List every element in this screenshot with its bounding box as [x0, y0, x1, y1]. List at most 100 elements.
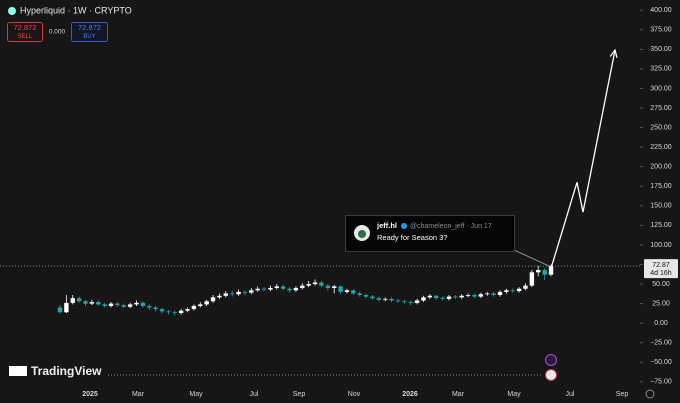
candle-body	[402, 301, 407, 303]
y-tick-label: 200.00	[650, 164, 672, 171]
y-tick-label: 250.00	[650, 124, 672, 131]
x-tick-label: Jul	[250, 391, 259, 398]
candle-body	[516, 288, 522, 292]
candle-body	[280, 286, 286, 289]
candle-body	[178, 310, 184, 314]
y-tick-label: 300.00	[650, 85, 672, 92]
y-tick-label: 100.00	[650, 242, 672, 249]
candle-body	[83, 301, 88, 304]
candle-body	[440, 298, 445, 299]
candle-body	[542, 269, 547, 275]
candle-body	[293, 287, 299, 291]
watermark: TradingView	[31, 364, 102, 378]
candle-body	[523, 285, 528, 289]
y-tick-label: 0.00	[654, 320, 668, 327]
candle-body	[249, 290, 254, 293]
candle-body	[478, 294, 484, 297]
candle-body	[140, 302, 146, 306]
candle-body	[427, 295, 433, 298]
candle-body	[510, 290, 515, 292]
y-tick-label: 350.00	[650, 46, 672, 53]
candle-body	[389, 298, 394, 301]
candle-body	[319, 282, 324, 286]
candle-body	[465, 295, 471, 296]
symbol-title: Hyperliquid · 1W · CRYPTO	[20, 5, 132, 15]
candle-body	[300, 285, 305, 288]
verified-badge	[401, 223, 407, 229]
candle-body	[395, 300, 401, 302]
candle-body	[485, 293, 490, 295]
candle-body	[408, 302, 413, 303]
y-tick-label: 375.00	[650, 27, 672, 34]
candle-body	[357, 293, 362, 296]
last-price-tag	[644, 259, 678, 279]
y-tick-label: 150.00	[650, 203, 672, 210]
avatar-inner	[358, 230, 366, 238]
projection-arrowhead	[609, 48, 618, 58]
countdown: 4d 16h	[650, 270, 672, 277]
candle-body	[331, 286, 337, 288]
candle-body	[64, 302, 69, 313]
x-tick-label: 2025	[82, 391, 98, 398]
x-tick-label: 2026	[402, 391, 418, 398]
projection-line	[550, 49, 616, 269]
y-tick-label: −75.00	[650, 379, 672, 386]
tweet-annotation: jeff.hl @chameleon_jeff · Jun 17 Ready f…	[345, 215, 550, 267]
candle-body	[287, 288, 292, 291]
x-tick-label: May	[507, 391, 521, 398]
annotation-author: jeff.hl	[376, 221, 397, 230]
candle-body	[370, 296, 375, 299]
candle-body	[383, 298, 388, 300]
plot: 400.00 375.00 350.00 325.00 300.00 275.00 250.…	[0, 7, 678, 398]
x-tick-label: Mar	[452, 391, 465, 398]
y-tick-label: 175.00	[650, 183, 672, 190]
candle-body	[159, 309, 165, 312]
candle-body	[491, 293, 496, 296]
candle-body	[351, 290, 356, 294]
symbol-icon	[8, 7, 16, 15]
candle-body	[306, 284, 311, 286]
candle-body	[147, 305, 152, 308]
candle-body	[210, 297, 216, 302]
candle-body	[229, 293, 235, 295]
candle-body	[191, 305, 197, 310]
candle-body	[76, 298, 82, 302]
sell-button[interactable]	[7, 22, 43, 42]
candle-body	[223, 293, 228, 296]
candle-body	[217, 295, 222, 298]
candle-body	[204, 301, 209, 305]
candle-body	[70, 298, 75, 303]
annotation-connector	[513, 249, 550, 267]
candle-body	[127, 304, 133, 307]
y-tick-label: 400.00	[650, 7, 672, 14]
y-tick-label: −25.00	[650, 340, 672, 347]
candle-body	[459, 295, 464, 298]
y-tick-label: 225.00	[650, 144, 672, 151]
candle-body	[115, 303, 120, 306]
event-flag[interactable]	[545, 369, 557, 381]
spread: 0.000	[49, 29, 66, 36]
candle-body	[446, 296, 452, 299]
candle-body	[172, 312, 177, 314]
candle-body	[134, 302, 139, 305]
candle-body	[472, 295, 477, 297]
event-icon[interactable]	[545, 354, 557, 366]
settings[interactable]	[645, 389, 655, 399]
y-tick-label: 50.00	[652, 281, 670, 288]
candle-body	[198, 304, 203, 306]
x-tick-label: Sep	[616, 391, 629, 398]
candle-body	[121, 305, 126, 307]
candle-body	[166, 311, 171, 313]
x-tick-label: Jul	[566, 391, 575, 398]
candle-body	[344, 290, 350, 292]
buy-button[interactable]	[71, 22, 108, 42]
candle-body	[57, 307, 63, 313]
candle-body	[548, 266, 554, 275]
candle-body	[421, 297, 426, 301]
candle-body	[536, 269, 541, 273]
candle-body	[274, 286, 280, 288]
candle-body	[529, 272, 535, 286]
